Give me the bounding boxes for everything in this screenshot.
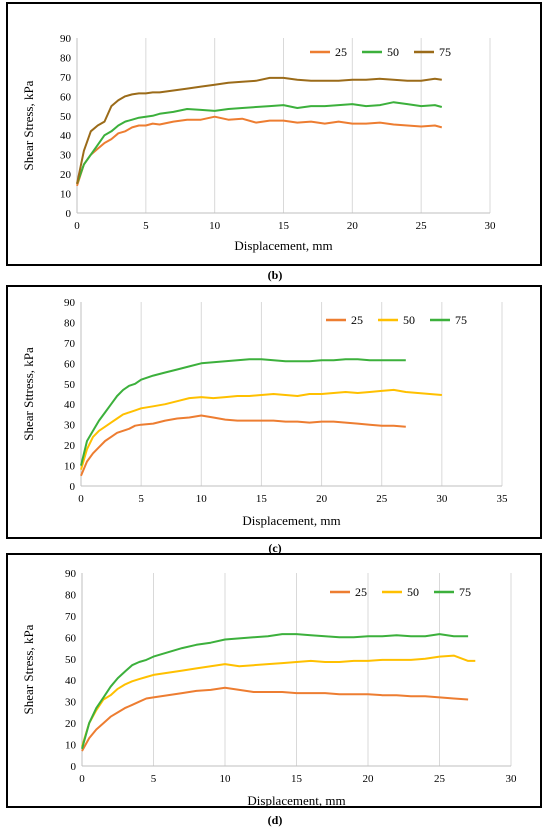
- x-tick-label-d-2: 10: [220, 773, 232, 785]
- y-tick-label-c-2: 20: [64, 440, 76, 452]
- y-tick-label-b-2: 20: [60, 169, 72, 181]
- y-axis-label-d: Shear Stress, kPa: [21, 624, 36, 714]
- y-tick-label-d-8: 80: [65, 589, 77, 601]
- y-tick-label-d-5: 50: [65, 654, 77, 666]
- legend-label-d-50: 50: [407, 585, 419, 599]
- series-line-d-25: [81, 686, 469, 752]
- y-tick-label-d-4: 40: [65, 675, 77, 687]
- legend-label-c-25: 25: [351, 313, 363, 327]
- y-tick-label-b-8: 80: [60, 52, 72, 64]
- y-tick-label-b-5: 50: [60, 111, 72, 123]
- x-tick-label-d-5: 25: [434, 773, 446, 785]
- y-tick-label-d-6: 60: [65, 632, 77, 644]
- y-tick-label-b-4: 40: [60, 130, 72, 142]
- y-tick-label-c-8: 80: [64, 317, 76, 329]
- y-tick-label-b-7: 70: [60, 72, 72, 84]
- x-tick-label-c-5: 25: [376, 493, 388, 505]
- x-tick-label-c-7: 35: [497, 493, 509, 505]
- x-tick-label-b-0: 0: [74, 220, 80, 232]
- series-line-c-75: [80, 358, 406, 466]
- y-tick-label-d-0: 0: [71, 761, 77, 773]
- x-tick-label-d-0: 0: [79, 773, 85, 785]
- chart-b: 0 5 10 15 20 25 30 0 10 20 30 40 50 60 70 80 90 Displacem…: [21, 33, 497, 253]
- x-axis-label-b: Displacement, mm: [234, 238, 332, 253]
- y-tick-label-b-9: 90: [60, 33, 72, 45]
- y-tick-label-b-1: 10: [60, 189, 72, 201]
- x-tick-label-c-6: 30: [436, 493, 448, 505]
- y-tick-label-c-6: 60: [64, 358, 76, 370]
- y-tick-label-d-7: 70: [65, 611, 77, 623]
- x-tick-label-b-1: 5: [143, 220, 149, 232]
- y-tick-label-c-7: 70: [64, 338, 76, 350]
- y-tick-label-c-9: 90: [64, 297, 76, 309]
- x-tick-label-d-3: 15: [291, 773, 303, 785]
- y-tick-label-d-9: 90: [65, 568, 77, 580]
- series-line-c-50: [80, 388, 442, 470]
- x-tick-label-b-4: 20: [347, 220, 359, 232]
- x-tick-label-c-0: 0: [78, 493, 84, 505]
- x-tick-label-d-4: 20: [363, 773, 375, 785]
- x-tick-label-d-1: 5: [151, 773, 157, 785]
- y-tick-label-d-3: 30: [65, 697, 77, 709]
- chart-c: 0 5 10 15 20 25 30 35 0 10 20 30 40 50 60 70 80 90 Displac…: [21, 297, 509, 528]
- legend-label-c-50: 50: [403, 313, 415, 327]
- legend-label-d-75: 75: [459, 585, 471, 599]
- legend-label-d-25: 25: [355, 585, 367, 599]
- series-line-b-50: [76, 101, 443, 185]
- chart-frame-c: [6, 285, 542, 539]
- y-tick-label-c-4: 40: [64, 399, 76, 411]
- x-tick-label-c-3: 15: [256, 493, 268, 505]
- y-tick-label-c-1: 10: [64, 461, 76, 473]
- x-tick-label-b-2: 10: [209, 220, 221, 232]
- caption-c: (c): [268, 541, 282, 555]
- y-tick-label-c-3: 30: [64, 420, 76, 432]
- x-tick-label-c-4: 20: [316, 493, 328, 505]
- y-tick-label-b-0: 0: [66, 208, 72, 220]
- x-tick-label-b-5: 25: [416, 220, 428, 232]
- legend-label-c-75: 75: [455, 313, 467, 327]
- y-axis-label-c: Shear Sttress, kPa: [21, 347, 36, 441]
- y-tick-label-d-2: 20: [65, 718, 77, 730]
- legend-label-b-50: 50: [387, 45, 399, 59]
- y-tick-label-d-1: 10: [65, 740, 77, 752]
- series-line-c-25: [80, 414, 406, 477]
- legend-label-b-25: 25: [335, 45, 347, 59]
- x-axis-label-c: Displacement, mm: [242, 513, 340, 528]
- series-line-d-50: [81, 654, 476, 747]
- series-line-b-25: [76, 115, 443, 187]
- x-tick-label-b-6: 30: [485, 220, 497, 232]
- x-tick-label-c-2: 10: [196, 493, 208, 505]
- x-tick-label-d-6: 30: [506, 773, 518, 785]
- y-tick-label-b-3: 30: [60, 150, 72, 162]
- y-tick-label-c-5: 50: [64, 379, 76, 391]
- legend-label-b-75: 75: [439, 45, 451, 59]
- y-tick-label-c-0: 0: [70, 481, 76, 493]
- series-line-d-75: [81, 633, 469, 750]
- caption-b: (b): [267, 268, 283, 282]
- y-tick-label-b-6: 60: [60, 91, 72, 103]
- x-tick-label-c-1: 5: [138, 493, 144, 505]
- chart-frame-b: [6, 2, 542, 266]
- x-tick-label-b-3: 15: [278, 220, 290, 232]
- series-line-b-75: [76, 76, 442, 185]
- y-axis-label-b: Shear Stress, kPa: [21, 80, 36, 170]
- caption-d: (d): [267, 813, 283, 827]
- x-axis-label-d: Displacement, mm: [247, 793, 345, 808]
